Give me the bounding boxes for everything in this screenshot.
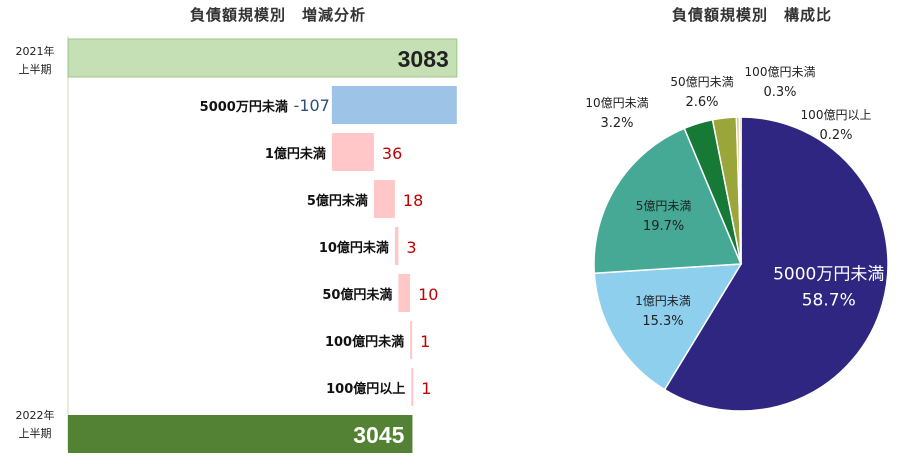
step-bar (411, 368, 414, 406)
waterfall-chart: 3083 5000万円未満 -107 1億円未満 36 5億円未満 18 10億円未満 3 50億… (67, 36, 458, 453)
step-bar (398, 274, 411, 312)
step-bar (410, 321, 413, 359)
pie-slice-label: 50億円未満 (670, 75, 733, 89)
pie-slice-label: 5億円未満 (636, 199, 692, 213)
step-value-label: 1 (420, 332, 430, 351)
pie-slice-value: 0.3% (763, 85, 796, 100)
step-value-label: 3 (406, 238, 416, 257)
pie-slice (593, 263, 743, 391)
step-value-label: -107 (294, 96, 330, 115)
pie-title: 負債額規模別 構成比 (672, 6, 833, 24)
start-period-label: 2021年 上半期 (10, 43, 60, 79)
end-value-label: 3045 (353, 422, 404, 448)
end-period-year: 2022年 (15, 409, 55, 422)
start-period-half: 上半期 (18, 63, 52, 76)
end-bar (68, 415, 413, 453)
step-category-label: 100億円以上 (326, 381, 405, 397)
step-category-label: 10億円未満 (319, 240, 389, 256)
end-period-label: 2022年 上半期 (10, 407, 60, 443)
pie-slice-label: 100億円以上 (801, 108, 872, 122)
step-bar (331, 86, 457, 124)
start-value-label: 3083 (398, 46, 449, 72)
pie-slice-label: 1億円未満 (635, 294, 691, 308)
pie-slice-value: 19.7% (643, 219, 684, 234)
pie-slice-value: 58.7% (802, 291, 856, 311)
pie-slice-value: 3.2% (600, 116, 633, 131)
pie-slice-label: 10億円未満 (585, 96, 648, 110)
step-category-label: 1億円未満 (265, 146, 326, 162)
pie-slice-label: 5000万円未満 (773, 265, 884, 285)
pie-slice (593, 127, 743, 275)
step-value-label: 36 (382, 144, 402, 163)
pie-slice-value: 15.3% (642, 314, 683, 329)
step-value-label: 18 (403, 191, 423, 210)
step-category-label: 50億円未満 (322, 287, 392, 303)
end-period-half: 上半期 (18, 427, 52, 440)
step-bar (373, 180, 395, 218)
pie-slice-value: 0.2% (819, 128, 852, 143)
pie-slice (738, 116, 742, 265)
step-bar (394, 227, 399, 265)
pie-slice-label: 100億円未満 (745, 65, 816, 79)
step-value-label: 1 (421, 379, 431, 398)
step-category-label: 100億円未満 (325, 334, 404, 350)
step-category-label: 5億円未満 (307, 193, 368, 209)
waterfall-title: 負債額規模別 増減分析 (190, 6, 367, 24)
start-period-year: 2021年 (15, 45, 55, 58)
pie-slice-value: 2.6% (685, 95, 718, 110)
start-bar (67, 38, 458, 78)
pie-slice (663, 116, 889, 412)
step-value-label: 10 (418, 285, 438, 304)
step-category-label: 5000万円未満 (200, 99, 288, 115)
step-bar (331, 133, 374, 171)
